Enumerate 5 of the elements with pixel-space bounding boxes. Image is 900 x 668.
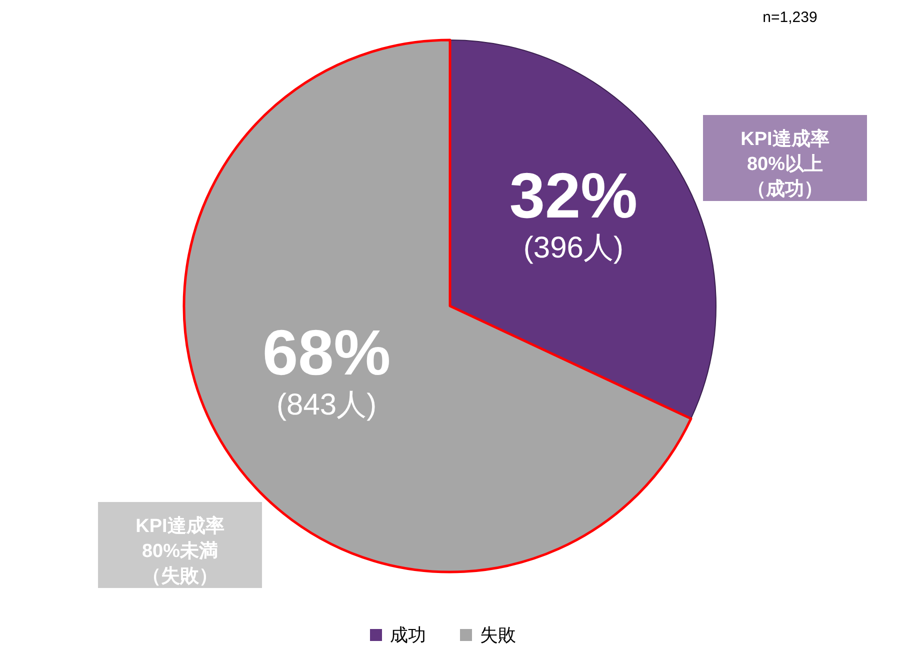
- data-label: 68% (843人): [262, 316, 391, 422]
- data-label: 32% (396人): [509, 159, 638, 264]
- legend-label: 失敗: [480, 625, 516, 645]
- legend-label: 成功: [390, 625, 426, 645]
- text: n=1,239: [762, 9, 818, 26]
